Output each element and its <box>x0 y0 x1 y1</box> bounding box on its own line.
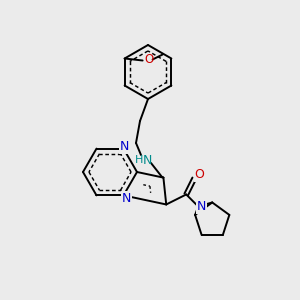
Text: N: N <box>120 140 129 153</box>
Text: N: N <box>122 192 131 205</box>
Text: H: H <box>135 155 143 165</box>
Text: O: O <box>144 53 153 66</box>
Text: N: N <box>196 200 206 213</box>
Text: N: N <box>142 154 152 166</box>
Text: O: O <box>194 168 204 181</box>
